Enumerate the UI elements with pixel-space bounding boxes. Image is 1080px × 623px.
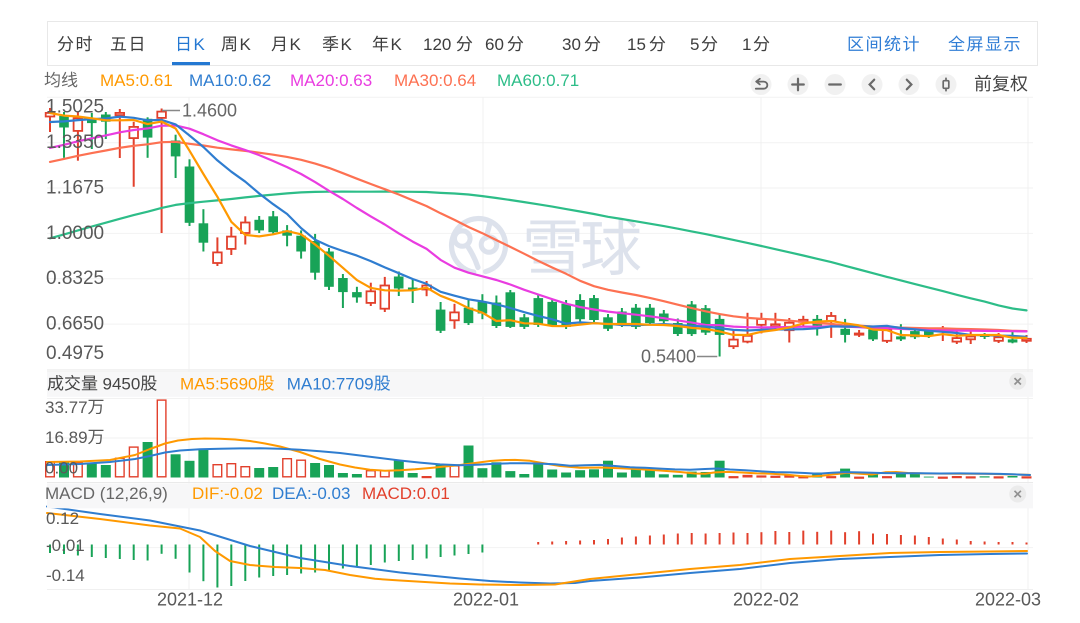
svg-text:K: K (240, 35, 252, 54)
svg-text:1.1675: 1.1675 (46, 177, 104, 198)
svg-text:0.5400: 0.5400 (641, 347, 696, 367)
svg-text:2022-02: 2022-02 (733, 590, 799, 610)
svg-text:MA10:0.62: MA10:0.62 (189, 71, 271, 90)
svg-text:0.12: 0.12 (46, 509, 79, 528)
svg-text:K: K (391, 35, 403, 54)
svg-text:33.77: 33.77 (45, 398, 88, 417)
svg-text:MACD (12,26,9): MACD (12,26,9) (45, 484, 168, 503)
svg-text:1.4600: 1.4600 (182, 101, 237, 121)
svg-text:60: 60 (485, 35, 504, 54)
svg-text:MACD:0.01: MACD:0.01 (362, 484, 450, 503)
svg-text:MA20:0.63: MA20:0.63 (290, 71, 372, 90)
svg-text:MA5:0.61: MA5:0.61 (100, 71, 173, 90)
svg-text:1.3350: 1.3350 (46, 132, 104, 153)
svg-text:2022-01: 2022-01 (453, 590, 519, 610)
svg-text:MA30:0.64: MA30:0.64 (394, 71, 476, 90)
svg-text:1: 1 (742, 35, 751, 54)
svg-text:1.5025: 1.5025 (46, 96, 104, 117)
svg-text:2022-03: 2022-03 (975, 590, 1041, 610)
svg-text:30: 30 (562, 35, 581, 54)
svg-text:K: K (290, 35, 302, 54)
svg-text:2021-12: 2021-12 (157, 590, 223, 610)
svg-text:DIF:-0.02: DIF:-0.02 (192, 484, 263, 503)
svg-text:-0.01: -0.01 (46, 536, 85, 555)
svg-text:DEA:-0.03: DEA:-0.03 (272, 484, 350, 503)
svg-text:9450: 9450 (103, 374, 141, 393)
svg-text:1.0000: 1.0000 (46, 223, 104, 244)
svg-text:0.00: 0.00 (45, 459, 78, 478)
svg-text:MA5:5690: MA5:5690 (180, 374, 258, 393)
svg-text:5: 5 (690, 35, 699, 54)
svg-text:120: 120 (423, 35, 451, 54)
svg-text:0.8325: 0.8325 (46, 268, 104, 289)
svg-text:K: K (194, 35, 206, 54)
svg-text:MA10:7709: MA10:7709 (287, 374, 374, 393)
svg-text:0.4975: 0.4975 (46, 343, 104, 364)
svg-text:15: 15 (627, 35, 646, 54)
svg-text:K: K (341, 35, 353, 54)
svg-text:0.6650: 0.6650 (46, 314, 104, 335)
svg-text:MA60:0.71: MA60:0.71 (497, 71, 579, 90)
svg-text:16.89: 16.89 (45, 428, 88, 447)
svg-text:-0.14: -0.14 (46, 566, 85, 585)
